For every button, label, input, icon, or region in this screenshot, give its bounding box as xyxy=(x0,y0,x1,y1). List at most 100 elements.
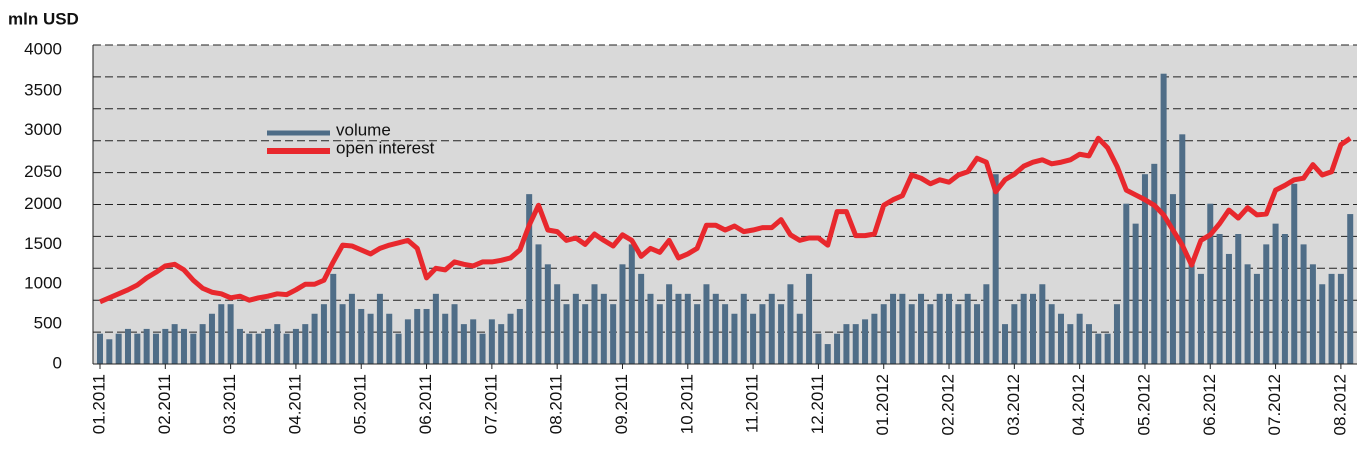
bar xyxy=(684,293,691,364)
bar xyxy=(227,304,234,364)
bar xyxy=(759,304,766,364)
bar xyxy=(1197,273,1204,364)
bar xyxy=(610,304,617,364)
bar xyxy=(1188,264,1195,364)
bar xyxy=(190,333,197,364)
bar xyxy=(572,293,579,364)
y-tick-label: 500 xyxy=(34,314,62,333)
bar xyxy=(1067,324,1074,364)
bar xyxy=(274,324,281,364)
bar xyxy=(115,333,122,364)
bar xyxy=(320,304,327,364)
bar xyxy=(628,244,635,364)
bar xyxy=(1300,244,1307,364)
bar xyxy=(442,313,449,364)
bar xyxy=(619,264,626,364)
y-tick-label: 3500 xyxy=(24,81,62,100)
x-tick-label: 08.2012 xyxy=(1330,374,1349,435)
bar xyxy=(834,333,841,364)
x-tick-label: 05.2011 xyxy=(351,374,370,434)
bar xyxy=(675,293,682,364)
bar xyxy=(815,333,822,364)
bar xyxy=(1309,264,1316,364)
bar xyxy=(946,293,953,364)
bar xyxy=(1020,293,1027,364)
x-tick-label: 07.2011 xyxy=(481,374,500,434)
bar xyxy=(862,319,869,364)
bar xyxy=(1347,214,1354,364)
bar xyxy=(778,304,785,364)
bar xyxy=(451,304,458,364)
x-tick-label: 03.2012 xyxy=(1004,374,1023,435)
bar xyxy=(479,333,486,364)
bar xyxy=(302,324,309,364)
x-tick-label: 07.2012 xyxy=(1265,374,1284,435)
bar xyxy=(591,284,598,364)
bar xyxy=(1263,244,1270,364)
bar xyxy=(1291,183,1298,364)
y-tick-label: 3000 xyxy=(24,120,62,139)
bar xyxy=(171,324,178,364)
bar xyxy=(218,304,225,364)
bar xyxy=(376,293,383,364)
bar xyxy=(1113,304,1120,364)
bar xyxy=(246,333,253,364)
bar xyxy=(600,293,607,364)
bar xyxy=(395,333,402,364)
bar xyxy=(582,304,589,364)
bar xyxy=(750,313,757,364)
bar xyxy=(1030,293,1036,364)
bar xyxy=(1225,253,1232,364)
y-tick-label: 4000 xyxy=(24,39,62,58)
bar xyxy=(544,264,551,364)
x-tick-label: 06.2011 xyxy=(416,374,435,434)
bar xyxy=(311,313,318,364)
bar xyxy=(470,319,477,364)
bar xyxy=(899,293,906,364)
bar xyxy=(1085,324,1092,364)
bar xyxy=(180,328,187,364)
x-tick-label: 05.2012 xyxy=(1134,374,1153,435)
bar xyxy=(97,333,103,364)
x-tick-label: 03.2011 xyxy=(220,374,239,434)
bar xyxy=(731,313,738,364)
x-tick-label: 06.2012 xyxy=(1200,374,1219,435)
bar xyxy=(918,293,925,364)
bar xyxy=(367,313,374,364)
bar xyxy=(554,284,561,364)
x-tick-label: 10.2011 xyxy=(677,374,696,434)
bar xyxy=(824,344,831,364)
bar xyxy=(927,304,934,364)
bar xyxy=(843,324,850,364)
bar xyxy=(656,304,663,364)
y-tick-label: 1000 xyxy=(24,274,62,293)
bar xyxy=(498,324,505,364)
y-tick-label: 2050 xyxy=(24,162,62,181)
bar xyxy=(283,333,290,364)
bar xyxy=(526,194,533,364)
x-tick-label: 04.2012 xyxy=(1069,374,1088,435)
bar xyxy=(563,304,570,364)
bar xyxy=(330,273,337,364)
bar xyxy=(1319,284,1326,364)
bar xyxy=(1141,174,1148,364)
bar xyxy=(358,308,365,364)
x-tick-label: 02.2011 xyxy=(155,374,174,434)
bar xyxy=(535,244,542,364)
bar xyxy=(1281,234,1288,364)
y-tick-label: 2000 xyxy=(24,194,62,213)
bar xyxy=(806,273,813,364)
bar xyxy=(703,284,710,364)
bar xyxy=(983,284,990,364)
bar xyxy=(638,273,645,364)
bar xyxy=(1328,273,1335,364)
bar xyxy=(1244,264,1251,364)
bar xyxy=(414,308,421,364)
bar xyxy=(460,324,467,364)
bar xyxy=(1057,313,1064,364)
bar xyxy=(152,333,159,364)
legend-label: volume xyxy=(336,120,391,139)
bar xyxy=(1151,163,1158,364)
bar xyxy=(694,304,701,364)
